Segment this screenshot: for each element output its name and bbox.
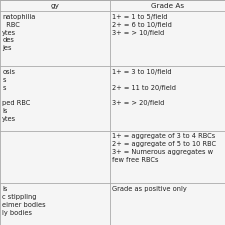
Text: 1+ = aggregate of 3 to 4 RBCs
2+ = aggregate of 5 to 10 RBC
3+ = Numerous aggreg: 1+ = aggregate of 3 to 4 RBCs 2+ = aggre… — [112, 133, 217, 163]
Text: 1+ = 3 to 10/field

2+ = 11 to 20/field

3+ = > 20/field: 1+ = 3 to 10/field 2+ = 11 to 20/field 3… — [112, 69, 176, 106]
Text: gy: gy — [51, 3, 60, 9]
Text: 1+ = 1 to 5/field
2+ = 6 to 10/field
3+ = > 10/field: 1+ = 1 to 5/field 2+ = 6 to 10/field 3+ … — [112, 14, 172, 36]
Text: Grade As: Grade As — [151, 3, 184, 9]
Text: natophilia
  RBC
ytes
des
jes: natophilia RBC ytes des jes — [2, 14, 36, 51]
Text: osis
s
s

ped RBC
ls
ytes: osis s s ped RBC ls ytes — [2, 69, 31, 122]
Text: Grade as positive only: Grade as positive only — [112, 186, 187, 192]
Text: ls
c stippling
eimer bodies
ly bodies: ls c stippling eimer bodies ly bodies — [2, 186, 46, 216]
